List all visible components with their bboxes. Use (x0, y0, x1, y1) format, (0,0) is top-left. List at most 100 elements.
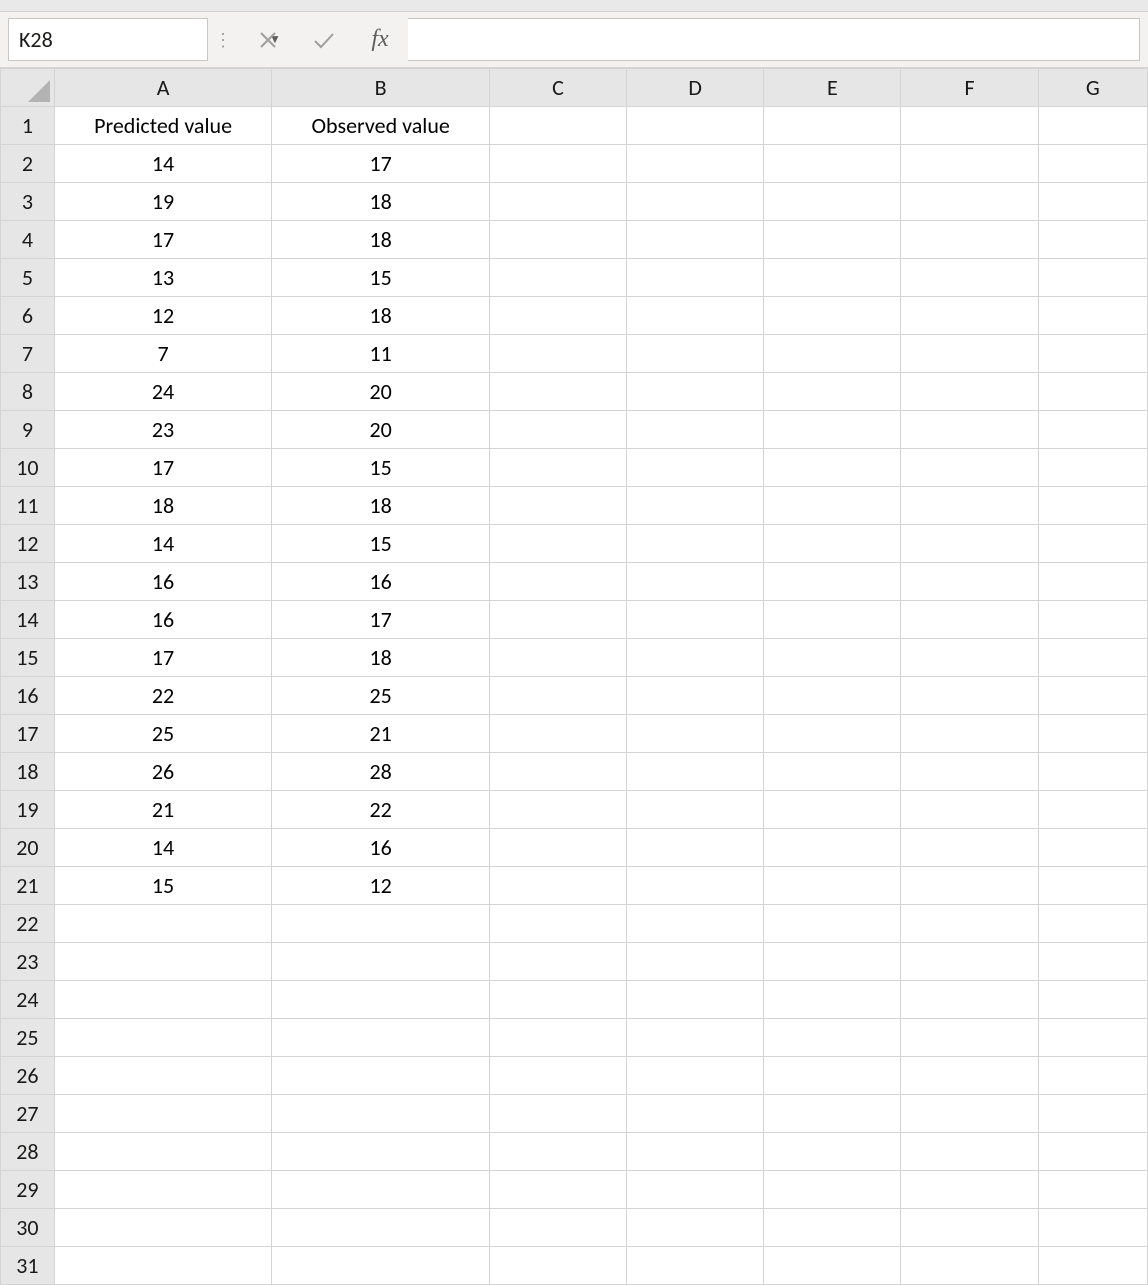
row-header-20[interactable]: 20 (1, 829, 55, 867)
row-header-15[interactable]: 15 (1, 639, 55, 677)
cell-G25[interactable] (1038, 1019, 1147, 1057)
cell-G15[interactable] (1038, 639, 1147, 677)
cell-A1[interactable]: Predicted value (54, 107, 272, 145)
row-header-5[interactable]: 5 (1, 259, 55, 297)
row-header-23[interactable]: 23 (1, 943, 55, 981)
row-header-31[interactable]: 31 (1, 1247, 55, 1285)
cell-A16[interactable]: 22 (54, 677, 272, 715)
cell-B24[interactable] (272, 981, 490, 1019)
cell-D7[interactable] (627, 335, 764, 373)
cell-B19[interactable]: 22 (272, 791, 490, 829)
cell-B8[interactable]: 20 (272, 373, 490, 411)
cell-A8[interactable]: 24 (54, 373, 272, 411)
cell-F5[interactable] (901, 259, 1038, 297)
cell-B9[interactable]: 20 (272, 411, 490, 449)
cell-F13[interactable] (901, 563, 1038, 601)
row-header-30[interactable]: 30 (1, 1209, 55, 1247)
cell-F11[interactable] (901, 487, 1038, 525)
cell-A12[interactable]: 14 (54, 525, 272, 563)
cell-C13[interactable] (489, 563, 626, 601)
cell-G1[interactable] (1038, 107, 1147, 145)
cell-B27[interactable] (272, 1095, 490, 1133)
cell-A23[interactable] (54, 943, 272, 981)
cell-E16[interactable] (764, 677, 901, 715)
cell-F26[interactable] (901, 1057, 1038, 1095)
cell-E10[interactable] (764, 449, 901, 487)
cell-D17[interactable] (627, 715, 764, 753)
cell-G18[interactable] (1038, 753, 1147, 791)
cell-G19[interactable] (1038, 791, 1147, 829)
cell-E9[interactable] (764, 411, 901, 449)
cell-B15[interactable]: 18 (272, 639, 490, 677)
cell-A31[interactable] (54, 1247, 272, 1285)
cell-B20[interactable]: 16 (272, 829, 490, 867)
cell-C28[interactable] (489, 1133, 626, 1171)
row-header-4[interactable]: 4 (1, 221, 55, 259)
row-header-17[interactable]: 17 (1, 715, 55, 753)
cell-E18[interactable] (764, 753, 901, 791)
cell-A3[interactable]: 19 (54, 183, 272, 221)
column-header-C[interactable]: C (489, 69, 626, 107)
cell-D13[interactable] (627, 563, 764, 601)
cell-A2[interactable]: 14 (54, 145, 272, 183)
row-header-18[interactable]: 18 (1, 753, 55, 791)
row-header-11[interactable]: 11 (1, 487, 55, 525)
cell-D18[interactable] (627, 753, 764, 791)
column-header-G[interactable]: G (1038, 69, 1147, 107)
cell-B22[interactable] (272, 905, 490, 943)
cell-C26[interactable] (489, 1057, 626, 1095)
cell-G29[interactable] (1038, 1171, 1147, 1209)
row-header-8[interactable]: 8 (1, 373, 55, 411)
cell-D4[interactable] (627, 221, 764, 259)
cell-F10[interactable] (901, 449, 1038, 487)
cell-F3[interactable] (901, 183, 1038, 221)
cell-E26[interactable] (764, 1057, 901, 1095)
cell-E19[interactable] (764, 791, 901, 829)
cell-C16[interactable] (489, 677, 626, 715)
column-header-E[interactable]: E (764, 69, 901, 107)
cell-A22[interactable] (54, 905, 272, 943)
row-header-3[interactable]: 3 (1, 183, 55, 221)
cell-E6[interactable] (764, 297, 901, 335)
cell-E15[interactable] (764, 639, 901, 677)
cell-G27[interactable] (1038, 1095, 1147, 1133)
cell-G14[interactable] (1038, 601, 1147, 639)
cell-B23[interactable] (272, 943, 490, 981)
cell-E22[interactable] (764, 905, 901, 943)
cell-C18[interactable] (489, 753, 626, 791)
cell-F25[interactable] (901, 1019, 1038, 1057)
cell-C2[interactable] (489, 145, 626, 183)
cell-C30[interactable] (489, 1209, 626, 1247)
cell-A6[interactable]: 12 (54, 297, 272, 335)
cell-A20[interactable]: 14 (54, 829, 272, 867)
cell-C23[interactable] (489, 943, 626, 981)
cell-D30[interactable] (627, 1209, 764, 1247)
cell-A15[interactable]: 17 (54, 639, 272, 677)
cell-E12[interactable] (764, 525, 901, 563)
row-header-25[interactable]: 25 (1, 1019, 55, 1057)
row-header-29[interactable]: 29 (1, 1171, 55, 1209)
cell-E17[interactable] (764, 715, 901, 753)
cell-B2[interactable]: 17 (272, 145, 490, 183)
cell-G7[interactable] (1038, 335, 1147, 373)
cell-C4[interactable] (489, 221, 626, 259)
cell-G8[interactable] (1038, 373, 1147, 411)
cell-E4[interactable] (764, 221, 901, 259)
cell-D6[interactable] (627, 297, 764, 335)
cell-B21[interactable]: 12 (272, 867, 490, 905)
cell-C6[interactable] (489, 297, 626, 335)
row-header-27[interactable]: 27 (1, 1095, 55, 1133)
cell-E30[interactable] (764, 1209, 901, 1247)
cell-G17[interactable] (1038, 715, 1147, 753)
cell-E31[interactable] (764, 1247, 901, 1285)
cell-C19[interactable] (489, 791, 626, 829)
cell-F1[interactable] (901, 107, 1038, 145)
cell-B29[interactable] (272, 1171, 490, 1209)
cell-G13[interactable] (1038, 563, 1147, 601)
cell-D20[interactable] (627, 829, 764, 867)
cell-C20[interactable] (489, 829, 626, 867)
cell-F19[interactable] (901, 791, 1038, 829)
cell-D29[interactable] (627, 1171, 764, 1209)
row-header-26[interactable]: 26 (1, 1057, 55, 1095)
cell-B18[interactable]: 28 (272, 753, 490, 791)
